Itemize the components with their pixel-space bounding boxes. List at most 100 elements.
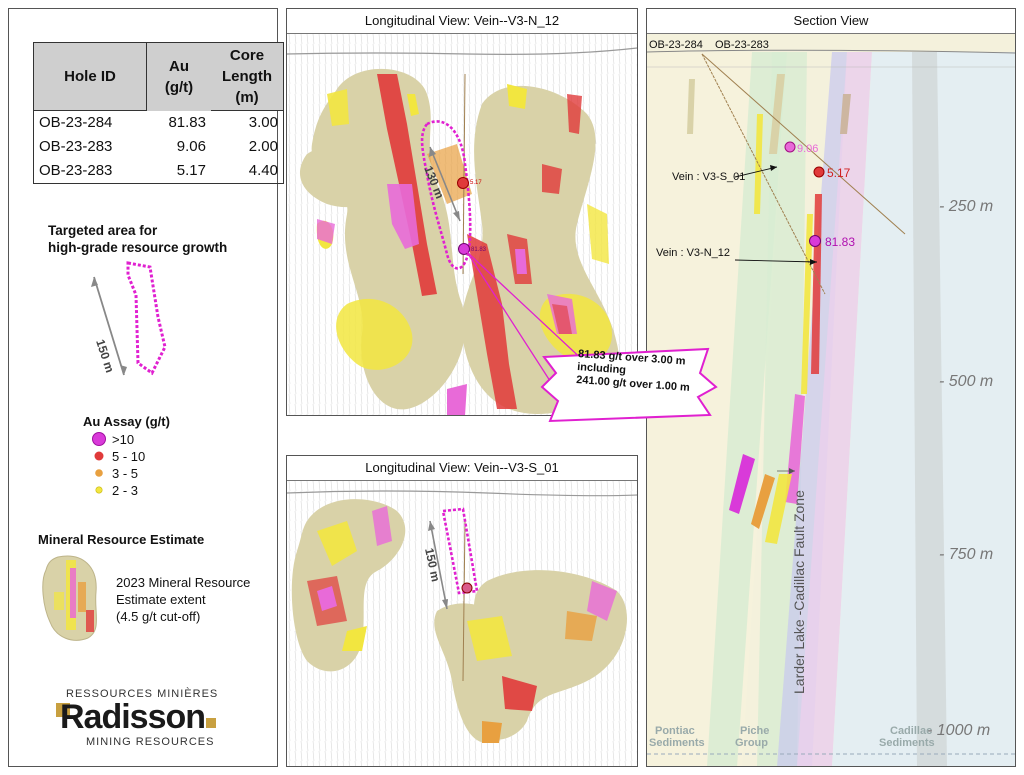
vein-label-s01: Vein : V3-S_01 xyxy=(672,171,745,183)
depth-label-500: - 500 m xyxy=(939,373,993,390)
resource-description: 2023 Mineral Resource Estimate extent (4… xyxy=(116,575,251,624)
drill-results-table: Hole ID Au (g/t) Core Length (m) OB-23-284 … xyxy=(33,42,284,184)
fault-zone-label: Larder Lake -Cadillac Fault Zone xyxy=(791,490,807,694)
grey-band xyxy=(912,52,947,766)
formation-piche-line1: Piche xyxy=(740,725,769,737)
depth-label-750: - 750 m xyxy=(939,546,993,563)
header-core-length: Core Length (m) xyxy=(211,42,284,111)
length-cell: 3.00 xyxy=(211,110,284,135)
fault-zone-pink xyxy=(797,52,872,766)
vein-band xyxy=(751,474,775,529)
assay-label-high: >10 xyxy=(112,432,135,447)
vein-band xyxy=(769,74,785,154)
header-au: Au (g/t) xyxy=(146,42,211,111)
grade-band xyxy=(587,581,617,621)
resource-swatch xyxy=(42,555,97,641)
resource-title: Mineral Resource Estimate xyxy=(38,532,205,547)
length-cell: 2.00 xyxy=(211,135,284,159)
logo-brand-text: Radisson xyxy=(60,698,206,736)
drill-trace xyxy=(462,520,466,682)
long1-pt1-label: 5.17 xyxy=(470,180,482,186)
table-row: OB-23-283 5.17 4.40 xyxy=(33,159,284,184)
section-point-label-81-83: 81.83 xyxy=(825,235,855,249)
target-legend-graphic: 150 m xyxy=(91,261,167,376)
length-cell: 4.40 xyxy=(211,159,284,184)
depth-label-1000: - 1000 m xyxy=(927,722,990,739)
longitudinal-view-1: Longitudinal View: Vein--V3-N_12 xyxy=(286,8,638,416)
table-row: OB-23-284 81.83 3.00 xyxy=(33,110,284,135)
assay-legend-symbols xyxy=(92,432,106,494)
section-point-label-5-17: 5.17 xyxy=(827,166,851,180)
logo-top-text: RESSOURCES MINIÈRES xyxy=(66,688,219,700)
grade-band xyxy=(482,721,502,743)
hole-id-cell: OB-23-283 xyxy=(33,135,147,159)
long1-pt2-label: 81.83 xyxy=(471,247,487,253)
drill-trace xyxy=(462,73,466,275)
grade-band xyxy=(542,164,562,194)
fault-zone xyxy=(777,52,847,766)
assay-point-81-83 xyxy=(458,243,470,255)
logo-bottom-text: MINING RESOURCES xyxy=(86,736,215,748)
grade-band xyxy=(447,384,467,415)
longitudinal-view-1-title: Longitudinal View: Vein--V3-N_12 xyxy=(287,9,637,34)
grade-band xyxy=(387,184,419,249)
grade-band xyxy=(342,626,367,651)
grade-band xyxy=(587,204,609,264)
logo-square-icon-2 xyxy=(206,718,216,728)
grade-band xyxy=(407,94,419,116)
scale-arrow-bottom xyxy=(120,365,127,375)
grade-band xyxy=(552,304,572,334)
table-row: OB-23-283 9.06 2.00 xyxy=(33,135,284,159)
resource-body xyxy=(336,298,413,370)
radisson-logo: RESSOURCES MINIÈRES Radisson MINING RESO… xyxy=(56,688,221,750)
section-point-5-17 xyxy=(813,166,825,178)
long2-scale-label: 150 m xyxy=(422,547,443,583)
au-cell: 81.83 xyxy=(168,113,206,131)
assay-high-icon xyxy=(92,432,106,446)
assay-label-yellow: 2 - 3 xyxy=(112,483,139,498)
hole-id-cell: OB-23-284 xyxy=(33,110,147,135)
assay-label-red: 5 - 10 xyxy=(112,449,146,464)
target-outline xyxy=(420,120,472,270)
longitudinal-view-2: Longitudinal View: Vein--V3-S_01 150 m xyxy=(286,455,638,767)
grade-band xyxy=(467,234,517,409)
vein-band xyxy=(765,474,792,544)
hole-id-cell: OB-23-283 xyxy=(33,159,147,184)
scale-line xyxy=(429,520,448,610)
section-view-title: Section View xyxy=(647,9,1015,34)
target-title: Targeted area for high-grade resource gr… xyxy=(48,223,228,255)
logo-square-icon xyxy=(56,703,70,717)
vein-label-n12: Vein : V3-N_12 xyxy=(656,247,730,259)
header-hole-id: Hole ID xyxy=(33,42,147,111)
section-point-81-83 xyxy=(809,235,821,247)
drill-trace-284 xyxy=(701,53,906,235)
scale-arrow-top xyxy=(91,277,98,287)
depth-label-250: - 250 m xyxy=(939,198,993,215)
section-point-label-9-06: 9.06 xyxy=(797,143,818,155)
grade-band xyxy=(427,144,472,204)
grade-band xyxy=(327,89,349,126)
grade-band xyxy=(372,506,392,546)
formation-pontiac-line1: Pontiac xyxy=(655,725,695,737)
au-cell: 5.17 xyxy=(146,159,211,184)
hole-label-284: OB-23-284 xyxy=(649,39,703,51)
assay-orange-icon xyxy=(95,469,103,477)
section-view-plot: OB-23-284 OB-23-283 - 250 m - 500 m - 75… xyxy=(647,34,1015,766)
grade-band xyxy=(567,94,582,134)
scale-line xyxy=(429,146,461,222)
grade-band xyxy=(515,249,527,274)
section-point-9-06 xyxy=(784,141,796,153)
longitudinal-view-1-plot: 130 m 5.17 81.83 xyxy=(287,34,637,415)
callout-text: 81.83 g/t over 3.00 m including 241.00 g… xyxy=(575,348,691,394)
grade-band xyxy=(467,616,512,661)
formation-pontiac-line2: Sediments xyxy=(649,737,705,749)
vein-band xyxy=(687,79,695,134)
formation-cadillac-line1: Cadillac xyxy=(890,725,932,737)
callout-box xyxy=(540,347,718,423)
scale-line xyxy=(93,276,125,376)
longitudinal-view-2-plot: 150 m xyxy=(287,481,637,766)
grade-band xyxy=(317,586,337,611)
grade-band xyxy=(317,219,335,244)
au-cell: 9.06 xyxy=(176,138,206,155)
assay-red-icon xyxy=(94,451,104,461)
